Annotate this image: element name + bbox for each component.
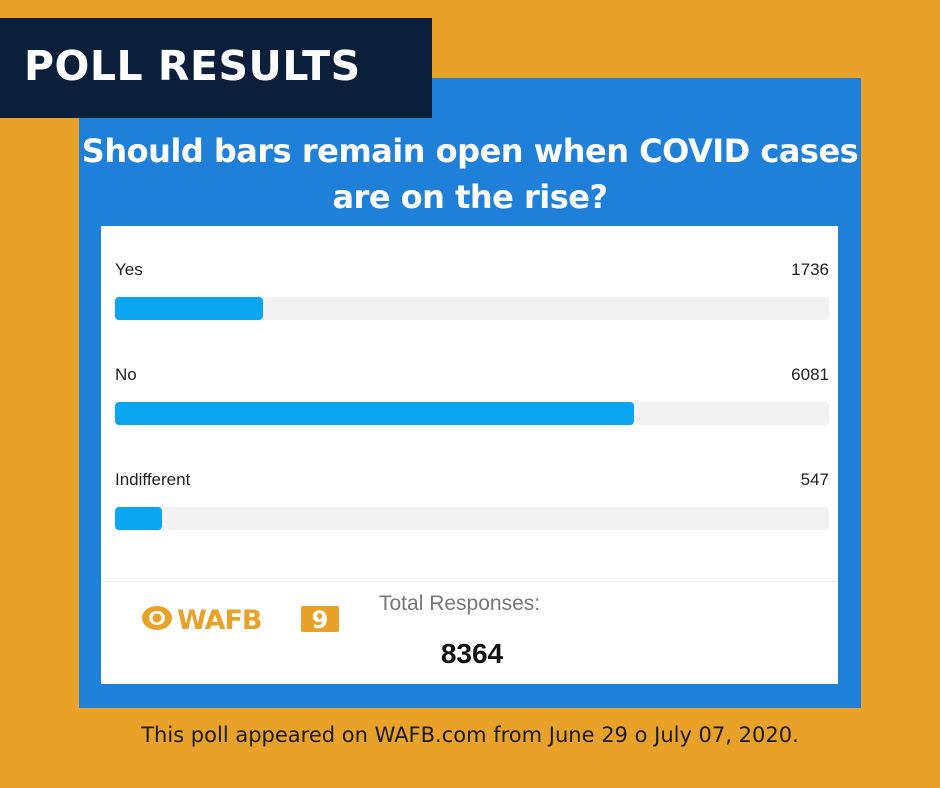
results-card: Yes 1736 No 6081 Indifferent 547 WAFB 9 Total… xyxy=(101,226,838,684)
banner-title: POLL RESULTS xyxy=(24,42,361,90)
bar-fill-no xyxy=(115,402,635,425)
poll-panel: Should bars remain open when COVID cases… xyxy=(79,78,861,708)
total-responses-value: 8364 xyxy=(440,638,504,669)
bar-track xyxy=(115,507,829,530)
option-count: 547 xyxy=(800,470,829,489)
option-label: Yes xyxy=(115,260,143,279)
poll-results-banner: POLL RESULTS xyxy=(0,18,432,118)
option-label: Indifferent xyxy=(115,470,191,489)
bar-track xyxy=(115,297,829,320)
footer-note: This poll appeared on WAFB.com from June… xyxy=(141,723,799,747)
svg-text:9: 9 xyxy=(312,606,329,634)
divider xyxy=(101,581,838,582)
poll-question: Should bars remain open when COVID cases… xyxy=(81,132,859,216)
bar-fill-indifferent xyxy=(115,507,162,530)
bar-fill-yes xyxy=(115,297,264,320)
option-count: 6081 xyxy=(791,365,829,384)
option-count: 1736 xyxy=(791,260,829,279)
total-responses-label: Total Responses: xyxy=(379,592,541,615)
bar-track xyxy=(115,402,829,425)
option-label: No xyxy=(115,365,137,384)
svg-text:WAFB: WAFB xyxy=(177,605,262,634)
wafb-logo: WAFB 9 xyxy=(141,602,341,639)
